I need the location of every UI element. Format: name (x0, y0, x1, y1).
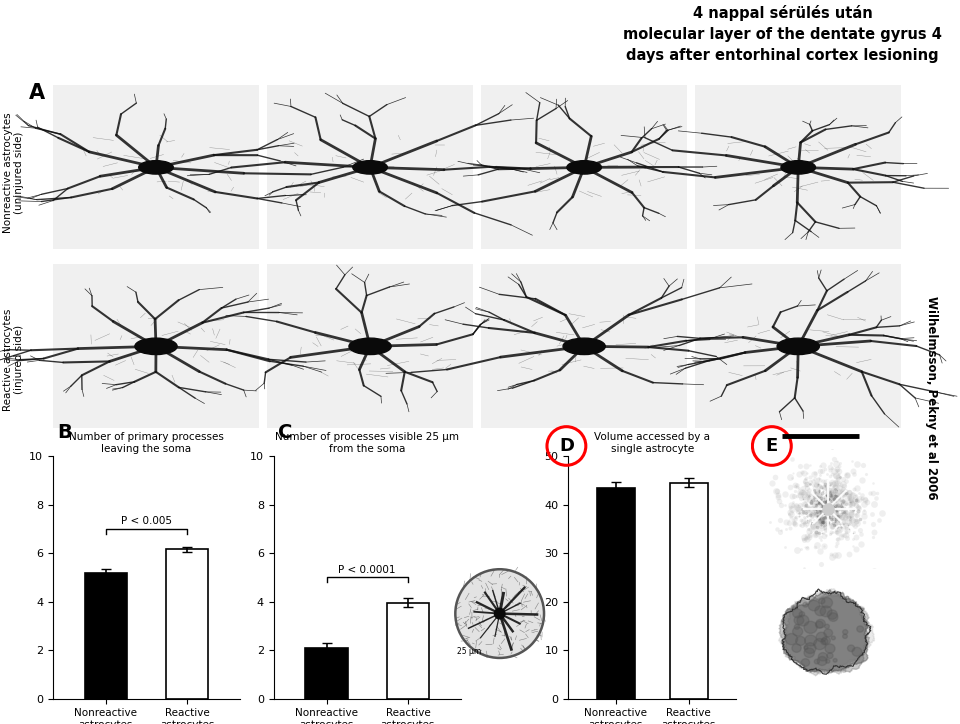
Bar (481, 85, 687, 249)
Circle shape (822, 636, 830, 644)
Circle shape (818, 652, 828, 661)
Circle shape (134, 338, 177, 355)
Bar (597, 488, 635, 699)
Bar (387, 603, 429, 699)
Text: Nonreactive astrocytes
(uninjured side): Nonreactive astrocytes (uninjured side) (3, 113, 24, 233)
Circle shape (828, 613, 838, 621)
Title: Number of processes visible 25 μm
from the soma: Number of processes visible 25 μm from t… (276, 432, 459, 454)
Circle shape (793, 609, 803, 618)
Circle shape (843, 630, 848, 634)
Polygon shape (779, 589, 875, 674)
Circle shape (803, 602, 808, 607)
Text: Reactive astrocytes
(injured side): Reactive astrocytes (injured side) (3, 308, 24, 411)
Circle shape (828, 610, 837, 619)
Circle shape (816, 619, 826, 628)
Text: E: E (766, 437, 778, 455)
Bar (670, 483, 708, 699)
Circle shape (781, 161, 815, 174)
Bar (84, 573, 127, 699)
Text: D: D (559, 437, 574, 455)
Circle shape (138, 161, 173, 174)
Circle shape (814, 659, 820, 664)
Circle shape (353, 161, 387, 174)
Circle shape (822, 597, 832, 608)
Bar (53, 264, 259, 429)
Circle shape (825, 644, 835, 653)
Circle shape (804, 621, 817, 634)
Circle shape (792, 644, 802, 652)
Circle shape (802, 659, 809, 666)
Circle shape (816, 632, 827, 641)
Circle shape (815, 606, 826, 616)
Circle shape (852, 647, 862, 656)
Bar (305, 648, 348, 699)
Circle shape (796, 636, 805, 645)
Circle shape (793, 627, 803, 636)
Circle shape (831, 636, 835, 640)
Circle shape (825, 624, 829, 628)
Circle shape (563, 338, 606, 355)
Text: C: C (277, 423, 292, 442)
Text: Glia- patofiziológia: Glia- patofiziológia (39, 25, 292, 51)
Polygon shape (781, 590, 868, 672)
Bar (166, 550, 208, 699)
Circle shape (815, 621, 824, 628)
Polygon shape (779, 594, 870, 673)
Circle shape (821, 638, 828, 645)
Circle shape (804, 635, 817, 646)
Circle shape (808, 600, 820, 611)
Text: 25 µm: 25 µm (457, 647, 482, 656)
Title: Number of primary processes
leaving the soma: Number of primary processes leaving the … (69, 432, 224, 454)
Polygon shape (781, 589, 871, 673)
Circle shape (856, 626, 864, 632)
Text: Wilhelmsson, Pekny et al 2006: Wilhelmsson, Pekny et al 2006 (924, 296, 938, 500)
Text: P < 0.005: P < 0.005 (121, 516, 172, 526)
Text: Reaktív gliózis: Reaktív gliózis (371, 25, 565, 51)
Circle shape (826, 660, 829, 663)
Circle shape (804, 643, 816, 654)
Circle shape (819, 598, 825, 604)
Circle shape (848, 645, 854, 652)
Circle shape (833, 659, 837, 662)
Circle shape (804, 646, 808, 649)
Circle shape (349, 338, 392, 355)
Bar (53, 85, 259, 249)
Bar (481, 264, 687, 429)
Circle shape (799, 612, 804, 617)
Circle shape (813, 639, 826, 649)
Circle shape (567, 161, 601, 174)
Circle shape (797, 615, 809, 626)
Bar (267, 85, 473, 249)
Circle shape (778, 338, 820, 355)
Title: Volume accessed by a
single astrocyte: Volume accessed by a single astrocyte (594, 432, 710, 454)
Circle shape (843, 634, 848, 639)
Circle shape (817, 657, 827, 665)
Circle shape (827, 653, 833, 659)
Circle shape (804, 648, 814, 657)
Text: A: A (29, 83, 45, 104)
Circle shape (494, 608, 505, 619)
Circle shape (455, 569, 544, 658)
Circle shape (785, 634, 798, 645)
Text: P < 0.0001: P < 0.0001 (339, 565, 396, 575)
Bar (695, 85, 901, 249)
Text: 4 nappal sérülés után
molecular layer of the dentate gyrus 4
days after entorhin: 4 nappal sérülés után molecular layer of… (623, 5, 942, 63)
Bar (695, 264, 901, 429)
Text: B: B (57, 423, 72, 442)
Circle shape (794, 625, 800, 629)
Circle shape (794, 616, 804, 625)
Bar (267, 264, 473, 429)
Circle shape (824, 629, 832, 637)
Polygon shape (783, 594, 869, 675)
Circle shape (820, 606, 832, 617)
